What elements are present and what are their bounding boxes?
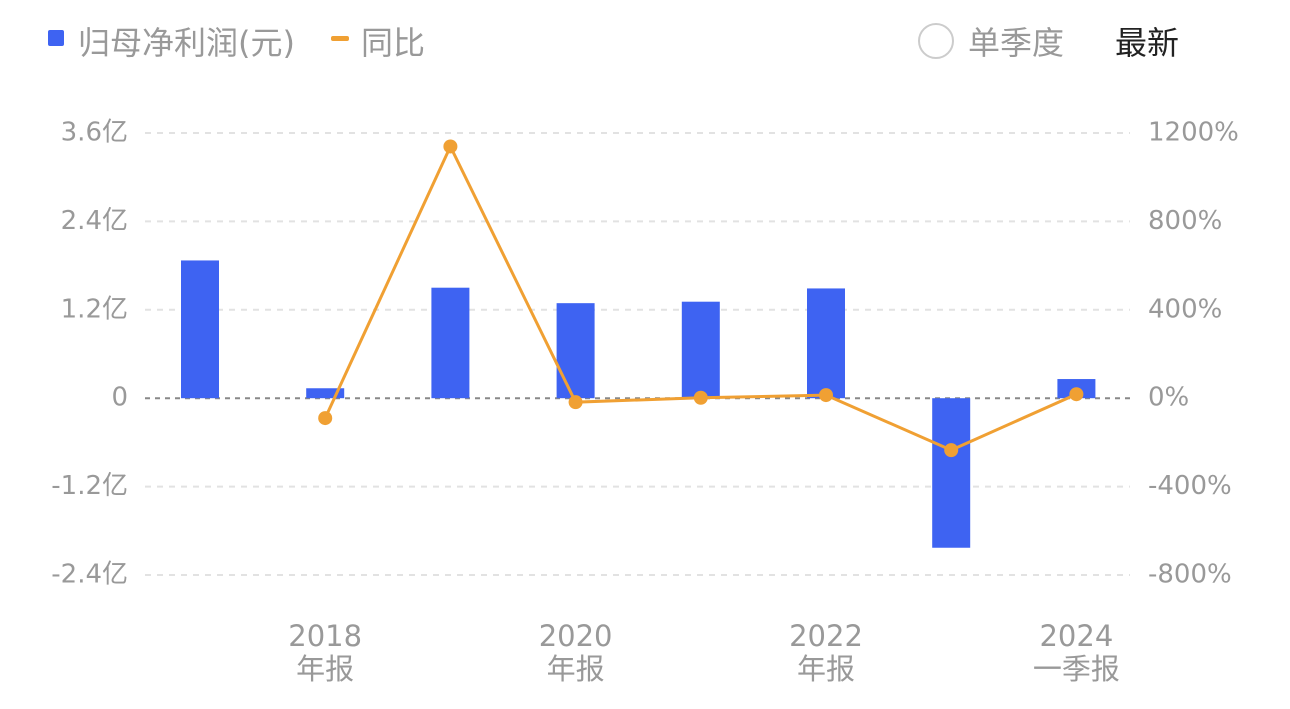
point [1069, 387, 1084, 402]
bar [431, 287, 470, 399]
bar [181, 260, 219, 399]
y2-tick-label: -800% [1148, 560, 1232, 590]
y2-tick-label: 800% [1148, 206, 1222, 236]
y2-tick-label: 400% [1148, 294, 1222, 324]
legend-dash [330, 36, 349, 41]
y2-tick-label: -400% [1148, 471, 1232, 501]
point [819, 388, 833, 403]
single-quarter-label[interactable]: 单季度 [968, 24, 1065, 62]
legend-square [48, 30, 64, 46]
point [318, 411, 333, 426]
legend-label: 同比 [360, 24, 425, 62]
point [944, 443, 959, 458]
y-tick-label: 3.6亿 [61, 118, 128, 148]
bar [306, 388, 345, 399]
latest-label[interactable]: 最新 [1115, 24, 1180, 62]
legend-label: 归母净利润(元) [78, 24, 295, 62]
y-tick-label: -1.2亿 [51, 471, 128, 501]
bar [556, 303, 595, 399]
point [693, 390, 708, 405]
x-tick-label: 2018 年报 [288, 619, 363, 686]
point [443, 139, 458, 154]
y-tick-label: -2.4亿 [51, 560, 128, 590]
y-tick-label: 2.4亿 [61, 206, 128, 236]
single-quarter-toggle[interactable]: 单季度 [918, 18, 1064, 64]
y2-tick-label: 0% [1148, 383, 1189, 413]
point [568, 395, 583, 410]
x-tick-label: 2020 年报 [538, 619, 613, 686]
x-tick-label: 2024 一季报 [1032, 619, 1120, 686]
x-tick-label: 2022 年报 [789, 619, 863, 686]
y-tick-label: 0 [111, 383, 128, 413]
bar [807, 288, 845, 399]
y-tick-label: 1.2亿 [61, 294, 128, 324]
bar [932, 398, 971, 548]
radio[interactable] [918, 23, 954, 59]
y2-tick-label: 1200% [1148, 118, 1239, 148]
bar [681, 301, 720, 399]
